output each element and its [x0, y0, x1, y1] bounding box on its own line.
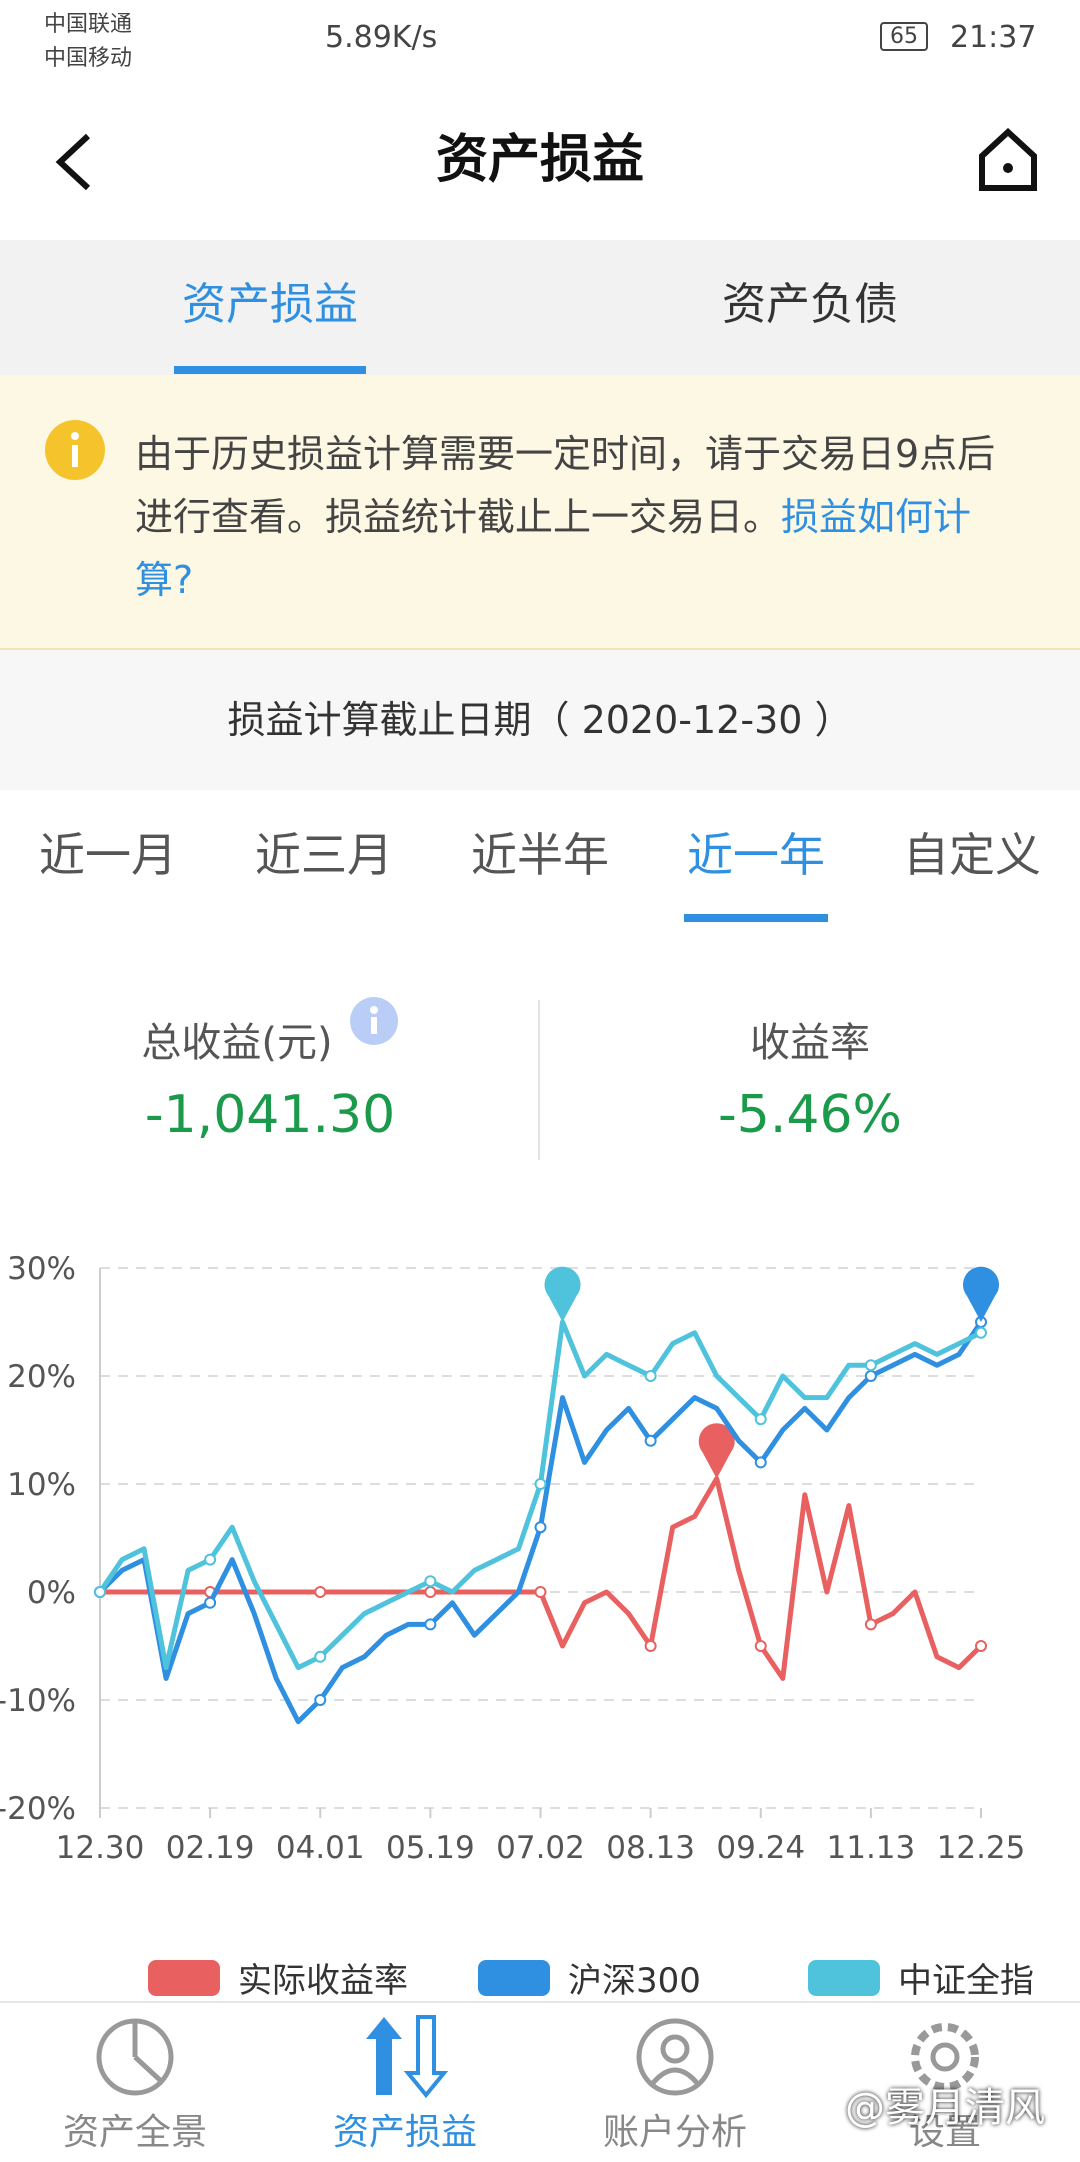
point-marker [204, 1553, 217, 1566]
legend-label: 实际收益率 [238, 1961, 408, 2001]
page-title: 资产损益 [435, 130, 644, 190]
carrier: 中国移动 [44, 46, 133, 71]
home-button[interactable] [978, 128, 1038, 192]
x-tick-label: 11.13 [827, 1830, 916, 1866]
point-marker [975, 1640, 987, 1652]
nav-icon [911, 2023, 979, 2091]
watermark: @雾月清风 [845, 2085, 1045, 2131]
point-marker [754, 1640, 767, 1652]
rate-label: 收益率 [750, 1020, 870, 1066]
point-marker [644, 1370, 657, 1382]
point-marker [864, 1618, 877, 1631]
peak-pin [544, 1266, 581, 1322]
info-icon[interactable] [349, 996, 399, 1046]
x-tick-label: 05.19 [386, 1830, 475, 1866]
carrier: 中国联通 [44, 12, 133, 37]
period-tab[interactable]: 近半年 [471, 828, 609, 882]
legend-swatch [808, 1960, 880, 1996]
point-marker [534, 1478, 547, 1490]
nav-item[interactable]: 资产损益 [332, 2112, 477, 2153]
point-marker [534, 1521, 547, 1534]
legend-swatch [148, 1960, 220, 1996]
point-marker [975, 1326, 987, 1339]
rate-value: -5.46% [718, 1085, 902, 1145]
notice-text: 由于历史损益计算需要一定时间，请于交易日9点后进行查看。损益统计截止上一交易日。… [135, 423, 1025, 612]
total-label: 总收益(元) [141, 1020, 333, 1066]
period-indicator [684, 914, 828, 922]
notice-body: 由于历史损益计算需要一定时间，请于交易日9点后进行查看。损益统计截止上一交易日。 [135, 432, 996, 539]
point-marker [864, 1370, 877, 1382]
header: 资产损益 [0, 80, 1080, 240]
series-line [100, 1476, 983, 1681]
series-line [97, 1319, 983, 1671]
y-tick-label: 10% [7, 1467, 76, 1503]
y-tick-label: 0% [27, 1575, 76, 1611]
notice-link[interactable]: 损益如何计算? [135, 495, 972, 602]
point-marker [204, 1596, 217, 1609]
tab-indicator [174, 366, 366, 374]
point-marker [754, 1456, 767, 1469]
legend-swatch [478, 1960, 550, 1996]
point-marker [314, 1586, 327, 1598]
period-tab[interactable]: 近一月 [39, 828, 177, 882]
chart: -20% -10% 0% 10% 20% 30% 12.30 02.19 04.01 05.19 0… [0, 1251, 1034, 2001]
period-tab[interactable]: 自定义 [903, 828, 1041, 882]
period-tab[interactable]: 近三月 [255, 828, 393, 882]
nav-item[interactable]: 设置 [908, 2112, 981, 2153]
period-tab[interactable]: 近一年 [687, 828, 825, 882]
x-tick-label: 04.01 [276, 1830, 365, 1866]
point-marker [644, 1434, 657, 1447]
nav-icon [366, 2015, 448, 2099]
peak-pin [963, 1266, 999, 1322]
peak-pin [698, 1423, 735, 1479]
nav-item[interactable]: 账户分析 [602, 2112, 747, 2153]
net-speed: 5.89K/s [325, 20, 438, 55]
x-tick-label: 09.24 [716, 1830, 805, 1866]
point-marker [534, 1586, 547, 1598]
nav-icon [96, 2018, 174, 2096]
x-tick-label: 07.02 [496, 1830, 585, 1866]
divider [538, 1000, 540, 1160]
battery: 65 [880, 22, 928, 51]
x-tick-label: 12.30 [56, 1830, 145, 1866]
point-marker [314, 1694, 327, 1706]
x-tick-label: 08.13 [606, 1830, 695, 1866]
point-marker [864, 1359, 877, 1372]
info-icon [45, 420, 105, 480]
tab[interactable]: 资产负债 [722, 279, 898, 330]
nav-icon [636, 2018, 714, 2096]
date-row: 损益计算截止日期（ 2020-12-30 ） [0, 650, 1080, 790]
legend-label: 中证全指 [898, 1961, 1034, 2001]
x-tick-label: 12.25 [937, 1830, 1026, 1866]
point-marker [424, 1618, 437, 1631]
point-marker [94, 1586, 106, 1598]
point-marker [754, 1413, 767, 1426]
total-value: -1,041.30 [144, 1085, 396, 1145]
point-marker [644, 1640, 657, 1652]
x-tick-label: 02.19 [166, 1830, 255, 1866]
status-bar: 中国联通 中国移动 5.89K/s 65 21:37 [0, 0, 1080, 80]
tab-bar: 资产损益 资产负债 [0, 240, 1080, 375]
tab[interactable]: 资产损益 [182, 279, 358, 330]
back-button[interactable] [50, 132, 100, 192]
y-tick-label: -10% [0, 1683, 76, 1719]
clock: 21:37 [950, 20, 1037, 55]
y-tick-label: 30% [7, 1251, 76, 1287]
notice: 由于历史损益计算需要一定时间，请于交易日9点后进行查看。损益统计截止上一交易日。… [0, 375, 1080, 650]
bottom-nav: 资产全景 资产损益 账户分析 设置 @雾月清风 [0, 2001, 1080, 2162]
point-marker [314, 1650, 327, 1663]
nav-item[interactable]: 资产全景 [62, 2112, 207, 2153]
legend-label: 沪深300 [568, 1961, 701, 2001]
y-tick-label: 20% [7, 1359, 76, 1395]
point-marker [424, 1586, 437, 1598]
point-marker [424, 1575, 437, 1588]
y-tick-label: -20% [0, 1791, 76, 1827]
